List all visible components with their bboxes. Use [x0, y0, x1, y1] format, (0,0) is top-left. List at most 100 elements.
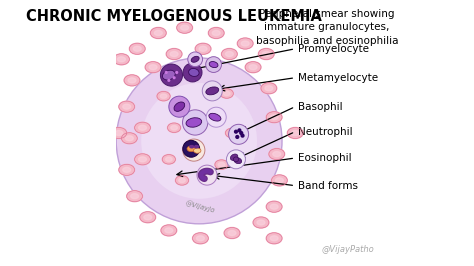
- Ellipse shape: [179, 178, 185, 182]
- Circle shape: [175, 71, 178, 74]
- Ellipse shape: [272, 175, 287, 186]
- Ellipse shape: [228, 231, 236, 235]
- Ellipse shape: [223, 92, 230, 96]
- Ellipse shape: [181, 25, 189, 30]
- Circle shape: [173, 76, 176, 79]
- Circle shape: [141, 83, 257, 199]
- Text: CHRONIC MYELOGENOUS LEUKEMIA: CHRONIC MYELOGENOUS LEUKEMIA: [26, 9, 322, 24]
- Ellipse shape: [226, 52, 233, 56]
- Ellipse shape: [218, 163, 225, 167]
- Ellipse shape: [128, 78, 136, 83]
- Ellipse shape: [270, 204, 278, 209]
- Ellipse shape: [150, 27, 166, 39]
- Ellipse shape: [174, 102, 185, 111]
- Ellipse shape: [163, 70, 175, 80]
- Circle shape: [183, 63, 202, 82]
- Ellipse shape: [138, 157, 146, 162]
- Ellipse shape: [257, 220, 265, 225]
- Ellipse shape: [195, 43, 211, 54]
- Ellipse shape: [189, 68, 199, 76]
- Ellipse shape: [291, 131, 299, 135]
- Ellipse shape: [261, 83, 277, 94]
- Circle shape: [234, 130, 238, 134]
- Ellipse shape: [194, 145, 199, 148]
- Ellipse shape: [123, 167, 131, 172]
- Circle shape: [227, 150, 246, 169]
- Ellipse shape: [215, 160, 228, 169]
- Ellipse shape: [269, 148, 285, 160]
- Ellipse shape: [129, 43, 145, 54]
- Ellipse shape: [206, 87, 219, 95]
- Circle shape: [202, 81, 222, 101]
- Ellipse shape: [197, 236, 204, 241]
- Text: Eosinophil: Eosinophil: [298, 153, 351, 163]
- Ellipse shape: [175, 176, 189, 185]
- Ellipse shape: [253, 217, 269, 228]
- Circle shape: [206, 57, 221, 72]
- Ellipse shape: [287, 127, 303, 139]
- Ellipse shape: [165, 228, 173, 233]
- Circle shape: [237, 128, 241, 132]
- Ellipse shape: [135, 122, 150, 133]
- Ellipse shape: [262, 52, 270, 56]
- Ellipse shape: [270, 115, 278, 120]
- Circle shape: [169, 96, 190, 117]
- Ellipse shape: [208, 27, 224, 39]
- Ellipse shape: [155, 31, 162, 35]
- Ellipse shape: [133, 46, 141, 51]
- Ellipse shape: [209, 61, 218, 68]
- Ellipse shape: [170, 52, 178, 56]
- Circle shape: [239, 131, 243, 135]
- Ellipse shape: [192, 233, 208, 244]
- Ellipse shape: [119, 164, 135, 175]
- Circle shape: [228, 124, 248, 144]
- Ellipse shape: [249, 65, 257, 70]
- Ellipse shape: [157, 92, 170, 101]
- Ellipse shape: [189, 145, 194, 148]
- Ellipse shape: [220, 89, 233, 98]
- Ellipse shape: [193, 148, 201, 153]
- Ellipse shape: [145, 62, 161, 73]
- Ellipse shape: [127, 191, 143, 202]
- Ellipse shape: [266, 112, 282, 123]
- Ellipse shape: [229, 131, 235, 135]
- Circle shape: [116, 58, 282, 224]
- Ellipse shape: [162, 155, 175, 164]
- Circle shape: [183, 140, 200, 157]
- Ellipse shape: [114, 54, 129, 65]
- Circle shape: [240, 134, 245, 138]
- Ellipse shape: [138, 125, 146, 130]
- Ellipse shape: [191, 56, 199, 62]
- Ellipse shape: [119, 101, 135, 112]
- Circle shape: [160, 64, 182, 86]
- Ellipse shape: [245, 62, 261, 73]
- Ellipse shape: [186, 118, 201, 127]
- Text: @VijayPatho: @VijayPatho: [321, 245, 374, 254]
- Ellipse shape: [124, 75, 140, 86]
- Circle shape: [182, 110, 208, 135]
- Ellipse shape: [258, 48, 274, 60]
- Circle shape: [167, 79, 171, 82]
- Text: Metamyelocyte: Metamyelocyte: [298, 73, 378, 83]
- Ellipse shape: [144, 215, 152, 220]
- Ellipse shape: [165, 157, 172, 161]
- Circle shape: [206, 107, 226, 127]
- Circle shape: [164, 71, 168, 74]
- Ellipse shape: [273, 152, 281, 157]
- Ellipse shape: [234, 157, 242, 164]
- Ellipse shape: [266, 201, 282, 212]
- Circle shape: [235, 135, 239, 139]
- Ellipse shape: [149, 65, 157, 70]
- Ellipse shape: [237, 38, 253, 49]
- Text: Promyelocyte: Promyelocyte: [298, 44, 369, 54]
- Ellipse shape: [115, 131, 123, 135]
- Ellipse shape: [167, 123, 181, 132]
- Ellipse shape: [187, 146, 195, 152]
- Ellipse shape: [166, 48, 182, 60]
- Ellipse shape: [131, 194, 138, 199]
- Ellipse shape: [212, 31, 220, 35]
- Ellipse shape: [221, 48, 237, 60]
- Ellipse shape: [140, 212, 155, 223]
- Ellipse shape: [171, 126, 177, 130]
- Ellipse shape: [275, 178, 283, 183]
